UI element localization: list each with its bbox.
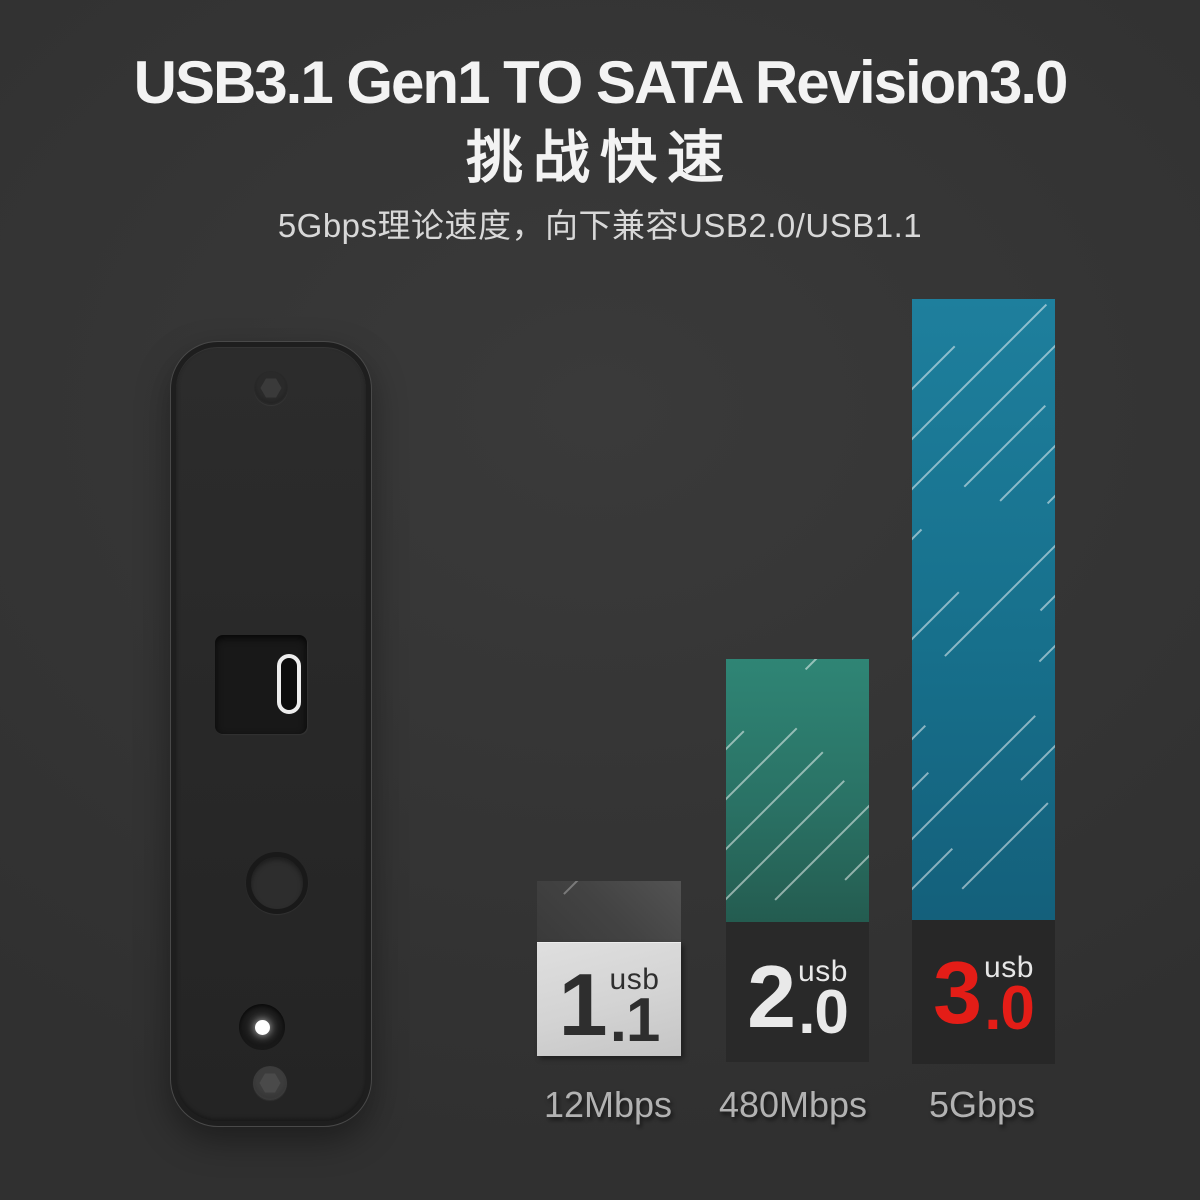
version-minor: .0 xyxy=(984,973,1035,1043)
bar-label-usb-3-0: 3 usb .0 xyxy=(912,920,1055,1064)
bar-usb-3-0 xyxy=(912,299,1055,920)
speed-caption-usb-1-1: 12Mbps xyxy=(543,1084,673,1125)
enclosure-face xyxy=(176,347,366,1121)
screw-icon xyxy=(254,371,288,405)
version-major: 3 xyxy=(933,942,982,1042)
page-description: 5Gbps理论速度，向下兼容USB2.0/USB1.1 xyxy=(277,207,923,244)
power-button-icon xyxy=(246,852,308,914)
bar-label-usb-1-1: 1 usb .1 xyxy=(537,942,681,1056)
version-minor: .1 xyxy=(609,985,661,1055)
hex-socket-icon xyxy=(259,1073,281,1093)
version-major: 2 xyxy=(747,946,796,1046)
usb-c-port-icon xyxy=(277,654,301,714)
bar-usb-1-1 xyxy=(537,881,681,942)
bar-usb-2-0 xyxy=(726,659,869,922)
version-major: 1 xyxy=(558,954,608,1054)
hatch-pattern xyxy=(563,881,579,895)
version-minor: .0 xyxy=(798,977,849,1047)
bar-label-usb-2-0: 2 usb .0 xyxy=(726,922,869,1062)
version-column: usb .0 xyxy=(984,951,1035,1043)
screw-icon xyxy=(253,1066,287,1100)
page-title: USB3.1 Gen1 TO SATA Revision3.0 xyxy=(133,49,1069,116)
hatch-pattern xyxy=(912,303,1055,891)
speed-caption-usb-3-0: 5Gbps xyxy=(928,1084,1036,1125)
usb-word: usb xyxy=(984,951,1034,985)
hatch-pattern xyxy=(726,659,869,901)
page-subtitle: 挑战快速 xyxy=(466,126,734,190)
version-column: usb .0 xyxy=(798,955,849,1047)
version-column: usb .1 xyxy=(609,963,661,1055)
usb-word: usb xyxy=(609,963,660,997)
enclosure-back-panel xyxy=(170,341,372,1127)
hex-socket-icon xyxy=(260,378,282,398)
usb-c-port-recess xyxy=(215,635,307,734)
led-indicator-icon xyxy=(239,1004,285,1050)
led-dot xyxy=(254,1019,270,1035)
header: USB3.1 Gen1 TO SATA Revision3.0 挑战快速 5Gb… xyxy=(0,0,1200,244)
speed-caption-usb-2-0: 480Mbps xyxy=(718,1084,868,1125)
usb-word: usb xyxy=(798,955,848,989)
